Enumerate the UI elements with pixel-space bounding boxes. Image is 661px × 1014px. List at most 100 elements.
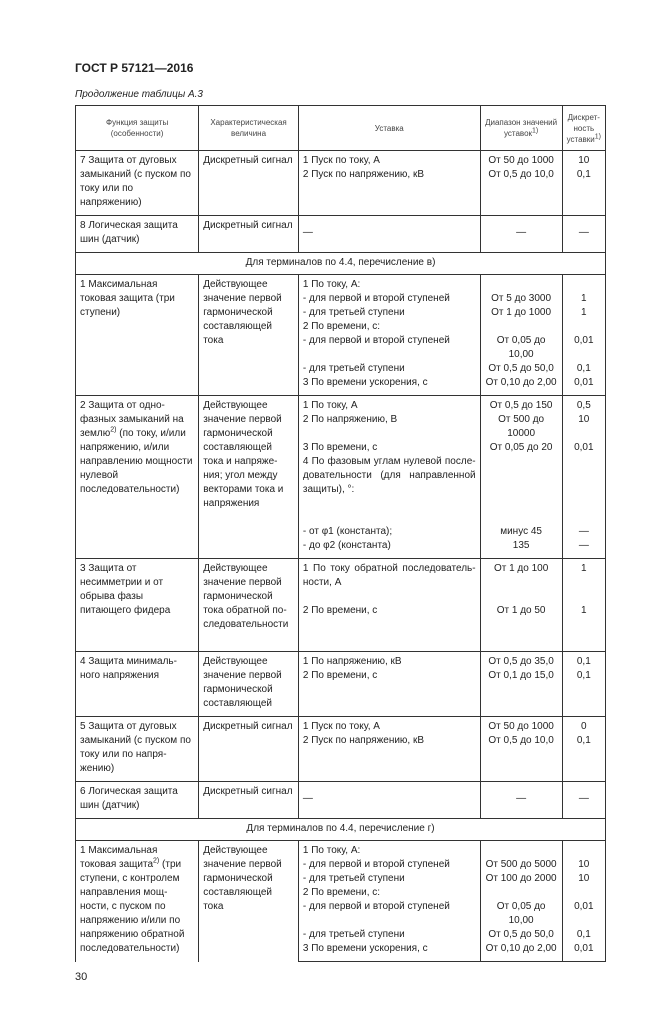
setpoint-step [561, 182, 607, 196]
characteristic-value: Дискретный сигнал [198, 215, 299, 253]
setpoint-range [479, 697, 563, 717]
setpoint-range: 135 [479, 539, 563, 559]
setpoint-step [561, 274, 607, 292]
section-row: Для терминалов по 4.4, перечисление г) [75, 818, 606, 841]
protection-function: 1 Максимальная токовая защита2) (три сту… [74, 840, 200, 962]
setpoint-step [561, 683, 607, 697]
setpoint [297, 196, 481, 216]
setpoint: 2 По времени, с [297, 669, 481, 683]
setpoint: - для третьей ступени [297, 306, 481, 320]
setpoint: - для третьей ступени [297, 872, 481, 886]
function-text: 1 Максимальная токовая защита [80, 845, 158, 870]
footnote-mark: 2) [153, 857, 160, 865]
table-row: 2 По времени, с От 0,1 до 15,0 0,1 [76, 669, 607, 683]
page-number: 30 [75, 971, 88, 983]
setpoint: 2 По времени, с: [297, 320, 481, 334]
setpoint-step [561, 455, 607, 497]
table-row: 8 Логическая защита шин (датчик) Дискретн… [74, 215, 607, 253]
table-row: 2 По времени, с: [76, 320, 607, 334]
setpoint-range: От 0,5 до 150 [479, 395, 563, 413]
setpoint-range: От 50 до 1000 [479, 150, 563, 168]
setpoint: 2 По времени, с: [297, 886, 481, 900]
setpoint-range [479, 497, 563, 511]
setpoint-step: — [561, 539, 607, 559]
setpoint-range [479, 274, 563, 292]
setpoint-range: От 1 до 100 [479, 558, 563, 590]
setpoint: - для первой и второй ступеней [297, 292, 481, 306]
table-row: 7 Защита от дуговых замыканий (с пуском … [74, 150, 607, 216]
col-setpoint: Уставка [297, 105, 481, 151]
setpoint-range [479, 618, 563, 632]
setpoint-range [479, 182, 563, 196]
setpoint: — [297, 781, 481, 819]
setpoint-step: 0 [561, 716, 607, 734]
setpoint-step: 0,01 [561, 334, 607, 362]
table-row: 3 По времени ускорения, с От 0,10 до 2,00… [76, 376, 607, 396]
setpoint: 3 По времени ускорения, с [297, 376, 481, 396]
setpoint-range [479, 762, 563, 782]
setpoint: 1 Пуск по току, А [297, 716, 481, 734]
setpoint: 1 По току, А [297, 395, 481, 413]
table-row: 4 Защита минималь-ного напряжения Действу… [74, 651, 607, 717]
setpoint-range: От 0,5 до 50,0 [479, 362, 563, 376]
setpoint-step: 1 [561, 292, 607, 306]
table-row: 3 По времени, с От 0,05 до 20 0,01 [76, 441, 607, 455]
protection-function: 5 Защита от дуговых замыканий (с пуском … [74, 716, 200, 782]
setpoint [297, 748, 481, 762]
setpoint: - до φ2 (константа) [297, 539, 481, 559]
protection-function: 1 Максимальная токовая защита (три ступе… [74, 274, 200, 396]
table-row: - для первой и второй ступеней От 0,05 до… [76, 334, 607, 362]
setpoint-step [561, 840, 607, 858]
setpoint-step [561, 632, 607, 652]
function-text: 5 Защита от дуговых замыканий (с пуском … [80, 721, 191, 774]
table-row: 2 Защита от одно-фазных замыканий на зем… [74, 395, 607, 559]
setpoint [297, 762, 481, 782]
protection-table: Функция защиты (особенности) Характерист… [74, 105, 607, 962]
setpoint-range: От 5 до 3000 [479, 292, 563, 306]
table-row: 2 Пуск по напряжению, кВ От 0,5 до 10,0 0,… [76, 734, 607, 748]
setpoint-range: От 0,5 до 35,0 [479, 651, 563, 669]
document-header: ГОСТ Р 57121—2016 [75, 61, 194, 75]
setpoint-step: 0,1 [561, 928, 607, 942]
setpoint-range: От 500 до 5000 [479, 858, 563, 872]
setpoint-step: 1 [561, 604, 607, 618]
setpoint-step [561, 511, 607, 525]
setpoint-range: — [479, 215, 563, 253]
col-characteristic: Характеристическая величина [198, 105, 299, 151]
table-row: 3 Защита от несимметрии и от обрыва фазы… [74, 558, 607, 652]
setpoint-step: 0,1 [561, 669, 607, 683]
function-text: 6 Логическая защита шин (датчик) [80, 786, 178, 811]
table-row: 4 По фазовым углам нулевой после-довател… [76, 455, 607, 497]
characteristic-value: Действующее значение первой гармоническо… [198, 651, 299, 717]
setpoint-range: От 500 до 10000 [479, 413, 563, 441]
setpoint-step [561, 886, 607, 900]
table-row: 6 Логическая защита шин (датчик) Дискретн… [74, 781, 607, 819]
characteristic-value: Дискретный сигнал [198, 150, 299, 216]
table-row: - для первой и второй ступеней От 500 до … [76, 858, 607, 872]
setpoint: 2 По напряжению, В [297, 413, 481, 441]
setpoint-range [479, 632, 563, 652]
col-step-label: Дискрет-ность уставки [566, 112, 600, 144]
table-row: 2 По времени, с От 1 до 50 1 [76, 604, 607, 618]
setpoint-range [479, 511, 563, 525]
table-row: - для третьей ступени От 100 до 2000 10 [76, 872, 607, 886]
setpoint-range: От 0,10 до 2,00 [479, 376, 563, 396]
col-range-label: Диапазон значений уставок [485, 118, 558, 138]
setpoint-step: — [561, 525, 607, 539]
setpoint-step [561, 618, 607, 632]
table-row [76, 182, 607, 196]
setpoint-step: 10 [561, 413, 607, 441]
table-row: 5 Защита от дуговых замыканий (с пуском … [74, 716, 607, 782]
table-row: 2 По напряжению, В От 500 до 10000 10 [76, 413, 607, 441]
setpoint-step: — [561, 781, 607, 819]
setpoint: 4 По фазовым углам нулевой после-довател… [297, 455, 481, 497]
setpoint [297, 683, 481, 697]
setpoint: 1 По току обратной последователь-ности, … [297, 558, 481, 590]
setpoint-step: 0,5 [561, 395, 607, 413]
setpoint-step: 0,01 [561, 942, 607, 962]
setpoint-step: 10 [561, 150, 607, 168]
footnote-mark: 2) [110, 426, 117, 434]
setpoint-range: От 0,5 до 10,0 [479, 168, 563, 182]
characteristic-value: Действующее значение первой гармоническо… [198, 395, 299, 559]
setpoint: 2 Пуск по напряжению, кВ [297, 734, 481, 748]
